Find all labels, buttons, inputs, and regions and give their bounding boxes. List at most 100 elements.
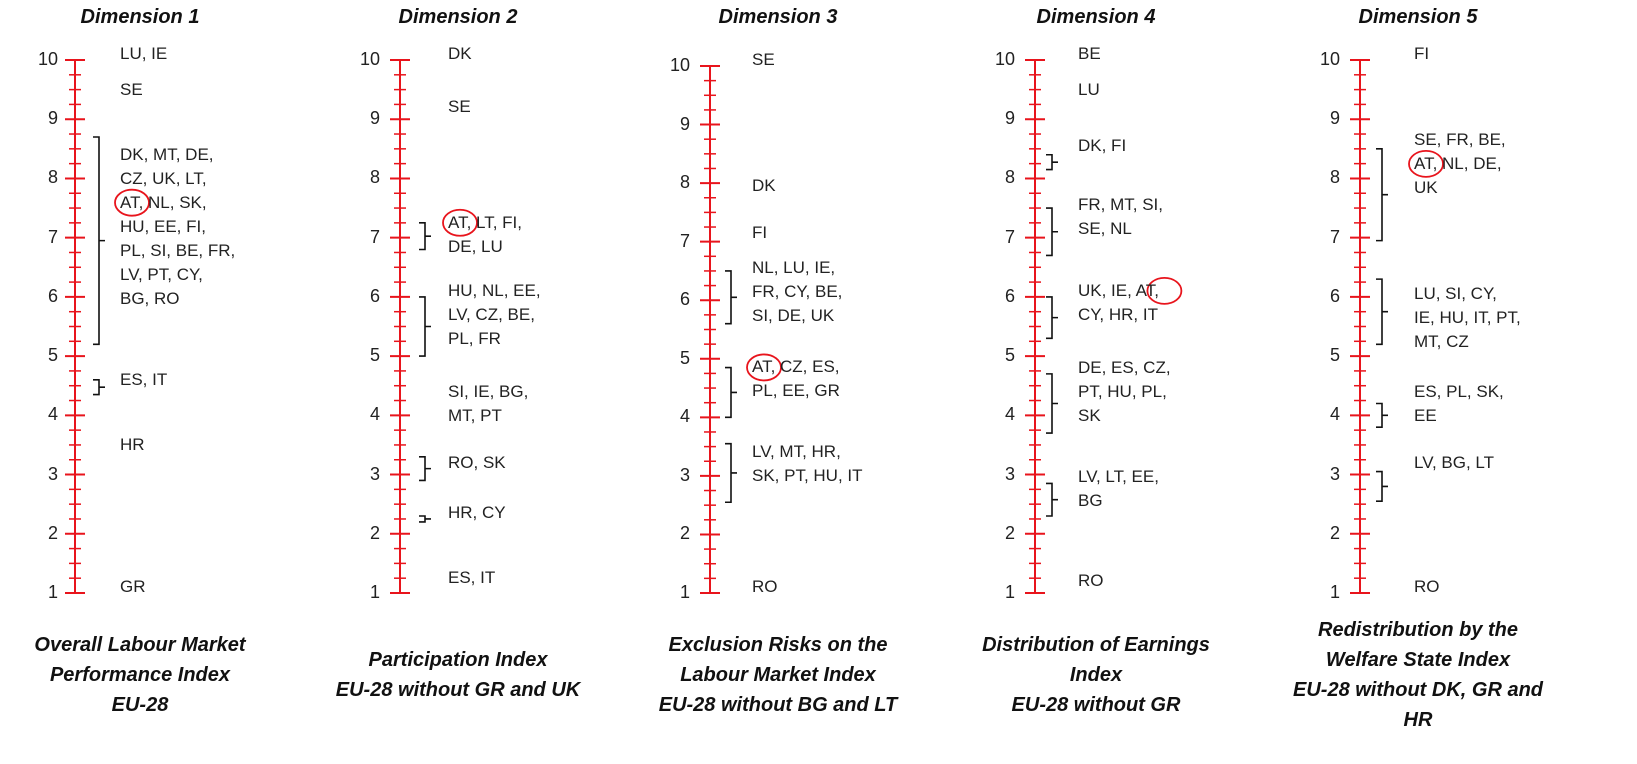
country-group: ES, PL, SK, EE	[1414, 380, 1504, 428]
index-title-line: Overall Labour Market	[34, 634, 246, 656]
country-line: LV, MT, HR,	[752, 442, 841, 462]
tick-label: 3	[1004, 463, 1015, 484]
group-bracket	[93, 379, 105, 396]
country-line: DE, ES, CZ,	[1078, 357, 1171, 377]
country-line: PL, EE, GR	[752, 381, 840, 401]
tick-label: 1	[679, 582, 690, 602]
country-line: RO	[752, 577, 778, 596]
tick-label: 8	[679, 172, 690, 193]
country-line: BE	[1078, 44, 1101, 63]
tick-label: 10	[669, 55, 690, 75]
country-group: AT, LT, FI, DE, LU	[448, 211, 522, 259]
tick-label: 4	[47, 404, 58, 425]
tick-label: 8	[1329, 167, 1340, 188]
tick-label: 6	[679, 289, 690, 310]
group-bracket	[725, 270, 737, 325]
group-bracket	[1046, 207, 1058, 257]
tick-label: 5	[47, 345, 58, 366]
country-line: FR, CY, BE,	[752, 281, 843, 301]
country-group: HR, CY	[448, 501, 506, 525]
tick-label: 7	[679, 230, 690, 251]
country-group: FI	[1414, 42, 1429, 66]
tick-label: 9	[1329, 108, 1340, 129]
index-title-line: Exclusion Risks on the	[668, 634, 888, 656]
country-group: DK, MT, DE, CZ, UK, LT, AT, NL, SK, HU, EE,…	[120, 143, 235, 311]
country-group: DK	[752, 174, 776, 198]
index-title-line: EU-28	[111, 694, 169, 716]
country-line: AT, NL, SK,	[120, 192, 207, 212]
group-bracket	[1046, 153, 1058, 171]
country-line: IE, HU, IT, PT,	[1414, 307, 1521, 327]
tick-label: 3	[679, 464, 690, 485]
country-group: FI	[752, 221, 767, 245]
group-bracket	[1376, 402, 1388, 428]
tick-label: 7	[47, 226, 58, 247]
country-line: DK, MT, DE,	[120, 144, 214, 164]
country-group: SI, IE, BG, MT, PT	[448, 380, 528, 428]
country-group: AT, CZ, ES, PL, EE, GR	[752, 355, 840, 403]
country-line: SE	[120, 79, 143, 99]
country-line: AT, CZ, ES,	[752, 357, 840, 377]
country-group: NL, LU, IE, FR, CY, BE, SI, DE, UK	[752, 256, 842, 328]
group-bracket	[93, 136, 105, 346]
group-bracket	[1046, 482, 1058, 517]
country-line: MT, CZ	[1414, 331, 1469, 351]
country-group: RO, SK	[448, 451, 506, 475]
tick-label: 2	[369, 522, 380, 543]
tick-label: 10	[1319, 49, 1340, 69]
country-line: LV, BG, LT	[1414, 452, 1495, 472]
group-bracket	[419, 515, 431, 523]
country-line: ES, IT	[448, 568, 496, 588]
tick-label: 5	[369, 345, 380, 366]
index-title-3: Exclusion Risks on the Labour Market Inde…	[618, 630, 938, 720]
country-group: RO	[752, 575, 778, 599]
country-line: PL, SI, BE, FR,	[120, 240, 236, 260]
tick-label: 3	[369, 463, 380, 484]
index-title-line: Redistribution by the	[1318, 619, 1518, 641]
country-group: SE	[752, 48, 775, 72]
country-group: FR, MT, SI, SE, NL	[1078, 193, 1163, 241]
index-title-line: HR	[1403, 709, 1433, 731]
country-line: PT, HU, PL,	[1078, 381, 1167, 401]
tick-label: 5	[1329, 345, 1340, 366]
tick-label: 6	[369, 285, 380, 306]
country-line: UK	[1414, 177, 1438, 197]
at-highlight-circle	[114, 188, 150, 217]
country-line: LU	[1078, 79, 1100, 99]
country-line: DK	[752, 175, 776, 195]
group-bracket	[1376, 278, 1388, 346]
tick-label: 7	[1329, 226, 1340, 247]
country-line: SK	[1078, 405, 1101, 425]
tick-label: 4	[1004, 404, 1015, 425]
country-group: ES, IT	[448, 566, 495, 590]
country-line: DK	[448, 44, 472, 63]
tick-label: 9	[679, 113, 690, 134]
tick-label: 8	[47, 167, 58, 188]
tick-label: 6	[1329, 285, 1340, 306]
index-title-5: Redistribution by the Welfare State Index…	[1258, 615, 1578, 735]
country-line: DK, FI	[1078, 135, 1127, 155]
country-line: LV, CZ, BE,	[448, 304, 535, 324]
country-line: SI, DE, UK	[752, 305, 835, 325]
tick-label: 10	[359, 49, 380, 69]
tick-label: 10	[37, 49, 58, 69]
country-line: SE, NL	[1078, 219, 1132, 239]
country-group: LV, LT, EE, BG	[1078, 465, 1159, 513]
country-group: DK	[448, 42, 472, 66]
country-line: SK, PT, HU, IT	[752, 466, 863, 486]
group-bracket	[419, 222, 431, 251]
dimension-title-4: Dimension 4	[1036, 6, 1156, 28]
country-line: UK, IE, AT,	[1078, 280, 1159, 300]
tick-label: 3	[1329, 463, 1340, 484]
index-title-1: Overall Labour Market Performance Index EU…	[0, 630, 300, 720]
tick-label: 5	[679, 347, 690, 368]
index-title-line: Performance Index	[49, 664, 231, 686]
tick-label: 9	[1004, 108, 1015, 129]
index-title-line: EU-28 without GR and UK	[335, 679, 581, 701]
country-group: SE	[448, 95, 471, 119]
country-group: HR	[120, 433, 145, 457]
country-line: LV, PT, CY,	[120, 264, 203, 284]
country-group: DE, ES, CZ, PT, HU, PL, SK	[1078, 356, 1171, 428]
country-group: LU, IE	[120, 42, 167, 66]
